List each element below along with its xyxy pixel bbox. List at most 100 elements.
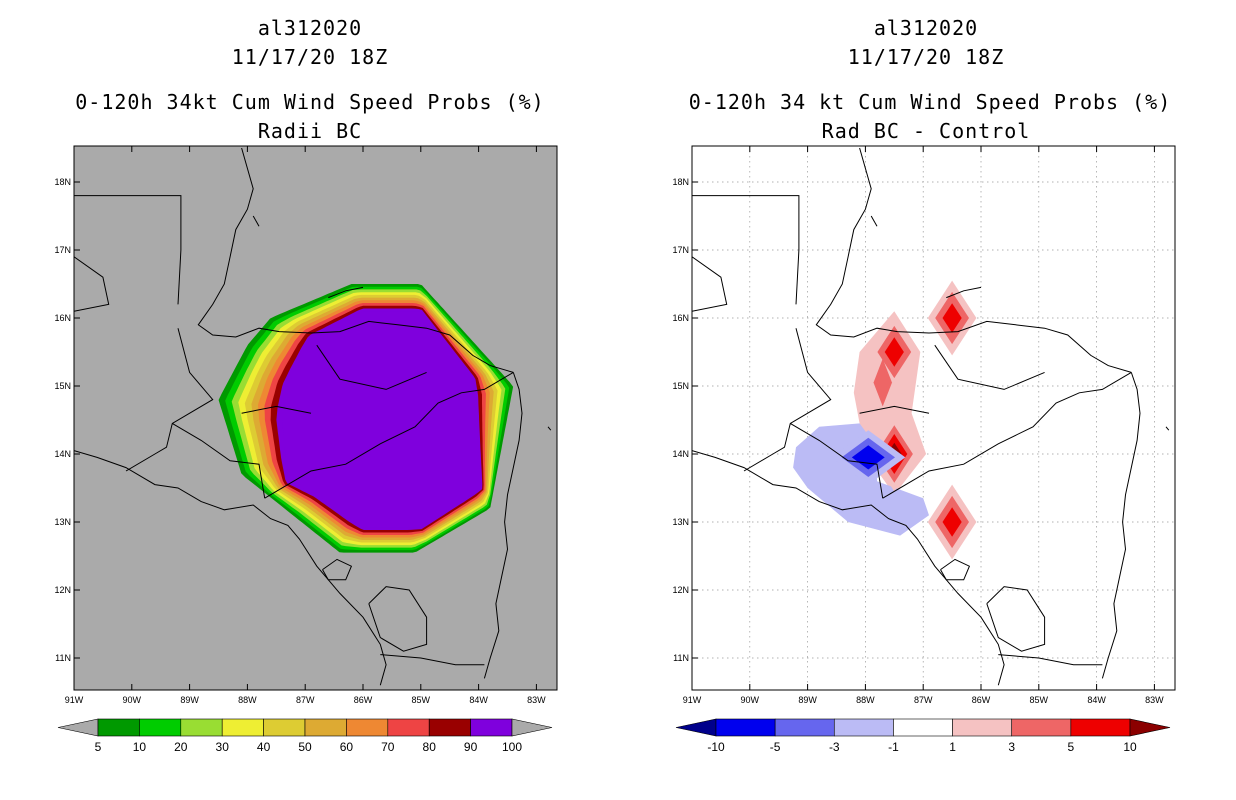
positive-diff-contour bbox=[942, 303, 962, 333]
right-difference-contours bbox=[793, 280, 977, 560]
x-tick-label: 90W bbox=[123, 695, 142, 705]
left-colorbar-label: 100 bbox=[502, 740, 522, 754]
coastline-segment bbox=[1165, 426, 1170, 431]
y-tick-label: 15N bbox=[54, 381, 71, 391]
coastline-segment bbox=[74, 450, 387, 686]
positive-diff-contour bbox=[884, 337, 904, 367]
x-tick-label: 87W bbox=[914, 695, 933, 705]
right-title-storm: al312020 bbox=[873, 16, 979, 40]
coastline-segment bbox=[252, 215, 260, 227]
x-tick-label: 89W bbox=[798, 695, 817, 705]
x-tick-label: 88W bbox=[238, 695, 257, 705]
x-tick-label: 84W bbox=[469, 695, 488, 705]
coastline-segment bbox=[692, 450, 1005, 686]
positive-diff-contour bbox=[873, 358, 892, 407]
right-colorbar-label: -3 bbox=[829, 740, 840, 754]
left-colorbar-label: 70 bbox=[381, 740, 395, 754]
y-tick-label: 18N bbox=[54, 177, 71, 187]
coastline-segment bbox=[934, 344, 1045, 390]
y-tick-label: 17N bbox=[54, 245, 71, 255]
x-tick-label: 86W bbox=[972, 695, 991, 705]
right-colorbar-under-arrow bbox=[675, 718, 717, 737]
x-tick-label: 90W bbox=[741, 695, 760, 705]
left-colorbar-label: 40 bbox=[257, 740, 271, 754]
coastline-segment bbox=[264, 371, 514, 499]
coastline-segment bbox=[316, 344, 427, 390]
coastline-segment bbox=[790, 422, 884, 499]
x-tick-label: 91W bbox=[65, 695, 84, 705]
left-colorbar-label: 10 bbox=[133, 740, 147, 754]
left-colorbar-label: 80 bbox=[423, 740, 437, 754]
x-tick-label: 88W bbox=[856, 695, 875, 705]
left-colorbar-over-arrow bbox=[511, 718, 553, 737]
left-probability-map: 91W 90W 89W 88W 87W 86W 85W 84W 83W 11N 12N 13N 14N 1… bbox=[54, 145, 558, 754]
left-colorbar-swatch bbox=[139, 718, 182, 737]
x-tick-label: 85W bbox=[412, 695, 431, 705]
right-colorbar-label: -10 bbox=[707, 740, 725, 754]
y-tick-label: 11N bbox=[55, 653, 71, 663]
left-title-date: 11/17/20 18Z bbox=[231, 45, 389, 69]
coastline-segment bbox=[692, 195, 800, 305]
left-colorbar: 5 10 20 30 40 50 60 70 80 90 100 bbox=[57, 718, 553, 754]
right-colorbar-swatch bbox=[774, 718, 835, 737]
x-tick-label: 84W bbox=[1087, 695, 1106, 705]
y-tick-label: 18N bbox=[672, 177, 689, 187]
left-colorbar-swatch bbox=[97, 718, 140, 737]
right-colorbar-swatch bbox=[893, 718, 953, 737]
right-coastlines bbox=[692, 147, 1170, 686]
left-colorbar-swatch bbox=[180, 718, 223, 737]
x-tick-label: 83W bbox=[527, 695, 546, 705]
coastline-segment bbox=[483, 372, 523, 679]
right-title-product: 0-120h 34 kt Cum Wind Speed Probs (%) bbox=[688, 90, 1172, 114]
left-colorbar-label: 50 bbox=[298, 740, 312, 754]
coastline-segment bbox=[241, 405, 312, 414]
y-tick-label: 14N bbox=[672, 449, 689, 459]
right-colorbar-swatch bbox=[715, 718, 776, 737]
y-tick-label: 13N bbox=[54, 517, 71, 527]
right-map-background bbox=[692, 146, 1175, 690]
coastline-segment bbox=[946, 286, 982, 299]
left-axes: 91W 90W 89W 88W 87W 86W 85W 84W 83W 11N 12N 13N 14N 1… bbox=[54, 146, 546, 705]
coastline-segment bbox=[380, 654, 485, 666]
coastline-segment bbox=[815, 147, 1132, 373]
left-colorbar-swatch bbox=[470, 718, 513, 737]
right-colorbar: -10 -5 -3 -1 1 3 5 10 bbox=[675, 718, 1171, 754]
coastline-segment bbox=[322, 558, 353, 581]
left-colorbar-label: 60 bbox=[340, 740, 354, 754]
left-colorbar-swatch bbox=[346, 718, 389, 737]
left-colorbar-label: 20 bbox=[174, 740, 188, 754]
y-tick-label: 12N bbox=[54, 585, 71, 595]
coastline-segment bbox=[882, 371, 1132, 499]
left-title-storm: al312020 bbox=[257, 16, 363, 40]
y-tick-label: 12N bbox=[672, 585, 689, 595]
positive-diff-contour bbox=[942, 507, 962, 537]
y-tick-label: 11N bbox=[673, 653, 689, 663]
left-title-product: 0-120h 34kt Cum Wind Speed Probs (%) bbox=[75, 90, 545, 114]
right-colorbar-swatch bbox=[1070, 718, 1131, 737]
right-colorbar-swatch bbox=[833, 718, 894, 737]
right-colorbar-label: 3 bbox=[1008, 740, 1015, 754]
coastline-segment bbox=[1101, 372, 1141, 679]
right-colorbar-over-arrow bbox=[1129, 718, 1171, 737]
left-colorbar-swatch bbox=[428, 718, 471, 737]
left-map-frame bbox=[73, 145, 558, 691]
right-colorbar-label: -1 bbox=[888, 740, 899, 754]
coastline-segment bbox=[986, 586, 1046, 652]
y-tick-label: 15N bbox=[672, 381, 689, 391]
coastline-segment bbox=[328, 286, 364, 299]
coastline-segment bbox=[74, 256, 110, 312]
right-colorbar-label: 5 bbox=[1068, 740, 1075, 754]
left-colorbar-swatch bbox=[387, 718, 430, 737]
right-gridlines bbox=[692, 146, 1175, 690]
left-colorbar-under-arrow bbox=[57, 718, 99, 737]
right-map-frame bbox=[691, 145, 1176, 691]
left-colorbar-label: 30 bbox=[216, 740, 230, 754]
left-colorbar-swatch bbox=[263, 718, 306, 737]
y-tick-label: 16N bbox=[54, 313, 71, 323]
right-colorbar-label: 10 bbox=[1123, 740, 1137, 754]
y-tick-label: 14N bbox=[54, 449, 71, 459]
right-axes: 91W 90W 89W 88W 87W 86W 85W 84W 83W 11N 12N 13N 14N 1… bbox=[672, 146, 1164, 705]
x-tick-label: 83W bbox=[1145, 695, 1164, 705]
x-tick-label: 91W bbox=[683, 695, 702, 705]
left-colorbar-swatch bbox=[221, 718, 264, 737]
